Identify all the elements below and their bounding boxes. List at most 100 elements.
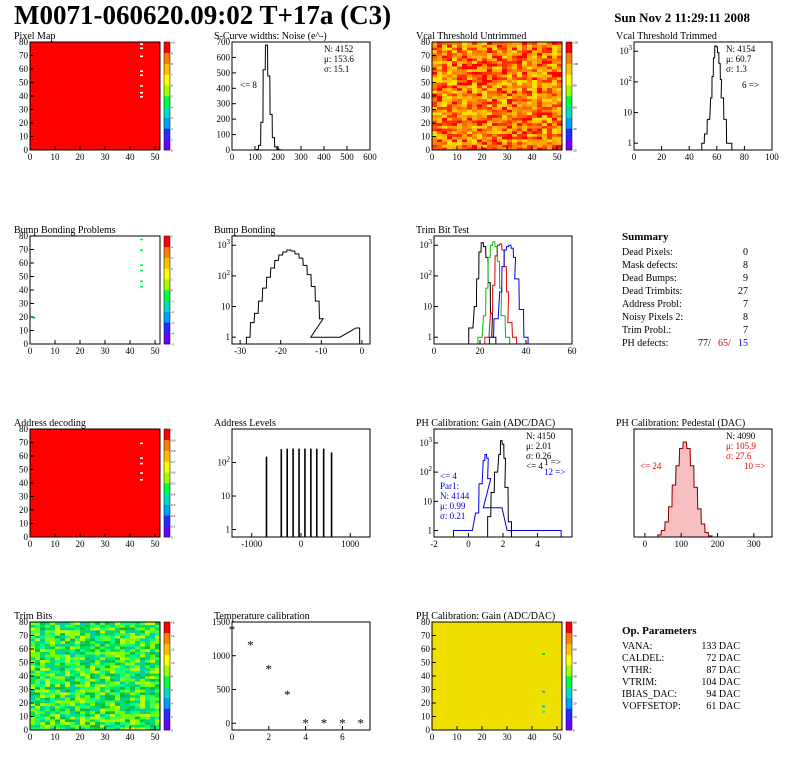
heatmap-cell [120, 676, 126, 679]
heatmap-cell [517, 141, 523, 145]
heatmap-cell [145, 659, 151, 663]
color-scale-bin [566, 622, 572, 634]
heatmap-cell [35, 654, 41, 658]
heatmap-cell [492, 139, 498, 143]
heatmap-cell [125, 622, 131, 625]
heatmap-cell [120, 694, 126, 698]
heatmap-cell [145, 716, 151, 720]
heatmap-cell [135, 692, 141, 696]
heatmap-cell [85, 643, 91, 647]
heatmap-cell [472, 87, 478, 91]
heatmap-cell [552, 82, 558, 86]
heatmap-cell [442, 74, 448, 78]
heatmap-cell [70, 659, 76, 663]
x-tick-label: 500 [340, 152, 354, 162]
heatmap-cell [105, 686, 111, 690]
heatmap-cell [30, 692, 36, 696]
heatmap-cell [457, 117, 463, 121]
heatmap-cell [517, 104, 523, 107]
heatmap-cell [115, 708, 121, 712]
heatmap-cell [120, 667, 126, 671]
heatmap-cell [442, 104, 448, 107]
heatmap-cell [467, 120, 473, 124]
heatmap-cell [130, 646, 136, 650]
op-parameter-label: VTRIM: [622, 677, 657, 688]
heatmap-cell [130, 665, 136, 669]
heatmap-cell [85, 724, 91, 728]
heatmap-cell [135, 724, 141, 728]
heatmap-cell [432, 136, 438, 140]
series-line [701, 45, 733, 150]
heatmap-cell [502, 50, 508, 53]
heatmap-cell [492, 58, 498, 62]
x-tick-label: -1000 [241, 539, 262, 549]
heatmap-cell [105, 678, 111, 682]
heatmap-cell [487, 44, 493, 48]
color-scale-label: 0.7 [171, 460, 176, 464]
heatmap-cell [532, 98, 538, 102]
heatmap-cell [467, 50, 473, 53]
heatmap-cell [140, 716, 146, 720]
heatmap-cell [35, 692, 41, 696]
heatmap-cell [35, 727, 41, 731]
heatmap-cell [447, 44, 453, 48]
heatmap-cell [90, 700, 96, 704]
heatmap-cell [135, 716, 141, 720]
heatmap-cell [50, 700, 56, 704]
heatmap-cell [100, 694, 106, 698]
heatmap-cell [95, 630, 101, 633]
heatmap-cell [532, 101, 538, 105]
heatmap-cell [45, 716, 51, 720]
heatmap-cell [487, 52, 493, 56]
heatmap-cell [70, 703, 76, 706]
heatmap-cell [452, 133, 458, 137]
color-scale-bin [566, 719, 572, 731]
heatmap-cell [457, 123, 463, 126]
chart-title: Bump Bonding [214, 225, 275, 236]
x-tick-label: 40 [528, 732, 538, 742]
heatmap-cell [75, 667, 81, 671]
heatmap-cell [497, 79, 503, 83]
heatmap-cell [40, 700, 46, 704]
heatmap-cell [447, 101, 453, 105]
heatmap-cell [557, 66, 563, 70]
heatmap-cell [457, 44, 463, 48]
heatmap-cell [50, 649, 56, 652]
heatmap-cell [487, 60, 493, 64]
heatmap-cell [532, 106, 538, 110]
heatmap-cell [100, 638, 106, 642]
heatmap-cell [145, 686, 151, 690]
heatmap-cell [437, 117, 443, 121]
heatmap-cell [95, 643, 101, 647]
x-tick-label: 10 [51, 346, 61, 356]
heatmap-cell [452, 144, 458, 148]
heatmap-cell [90, 643, 96, 647]
y-tick-label: 40 [19, 478, 29, 488]
heatmap-cell [95, 705, 101, 709]
heatmap-cell [105, 689, 111, 693]
heatmap-cell [452, 44, 458, 48]
heatmap-cell [100, 640, 106, 644]
heatmap-cell [110, 635, 116, 639]
heatmap-cell [130, 651, 136, 655]
heatmap-cell [55, 643, 61, 647]
heatmap-cell [542, 106, 548, 110]
color-scale-bin [164, 246, 170, 258]
heatmap-cell [457, 90, 463, 94]
heatmap-cell [35, 657, 41, 660]
heatmap-spot [140, 285, 143, 288]
color-scale-label: 60 [573, 105, 577, 109]
heatmap-cell [537, 133, 543, 137]
heatmap-cell [492, 79, 498, 83]
heatmap-cell [432, 44, 438, 48]
heatmap-cell [140, 681, 146, 685]
heatmap-cell [135, 635, 141, 639]
heatmap-cell [140, 708, 146, 712]
heatmap-cell [502, 139, 508, 143]
heatmap-cell [502, 87, 508, 91]
heatmap-cell [75, 721, 81, 725]
heatmap-cell [512, 109, 518, 113]
heatmap-cell [110, 692, 116, 696]
heatmap-cell [50, 713, 56, 717]
